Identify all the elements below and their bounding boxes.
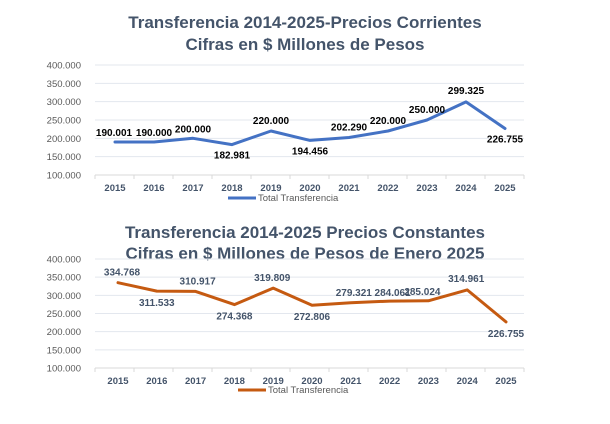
chart2-data-label: 311.533 — [139, 298, 175, 309]
chart1-x-tick-label: 2022 — [377, 183, 398, 194]
chart2-y-tick-label: 400.000 — [47, 255, 81, 266]
chart1-x-tick-label: 2019 — [260, 183, 281, 194]
chart2-x-tick-label: 2016 — [146, 376, 167, 387]
chart1-y-tick-label: 350.000 — [47, 79, 81, 90]
chart2-data-label: 310.917 — [180, 276, 217, 287]
chart2-y-tick-label: 150.000 — [47, 345, 81, 356]
chart2-x-tick-label: 2020 — [301, 376, 322, 387]
chart2-series-line — [116, 281, 508, 324]
chart2-data-label: 284.061 — [375, 288, 412, 299]
chart2-x-tick-label: 2024 — [457, 376, 479, 387]
chart1-data-label: 299.325 — [448, 86, 485, 97]
chart1-data-label: 190.000 — [136, 128, 173, 139]
chart1-data-label: 220.000 — [253, 116, 290, 127]
chart1-data-label: 220.000 — [370, 116, 407, 127]
chart2-x-tick-label: 2022 — [379, 376, 400, 387]
chart2-y-tick-label: 100.000 — [47, 364, 81, 375]
chart2-data-label: 274.368 — [216, 312, 253, 323]
chart2-x-tick-label: 2019 — [263, 376, 284, 387]
chart1-x-tick-label: 2015 — [104, 183, 126, 194]
chart2-y-tick-label: 300.000 — [47, 291, 81, 302]
chart1-x-tick-label: 2016 — [143, 183, 164, 194]
chart2-data-label: 319.809 — [254, 273, 291, 284]
chart2-x-tick-label: 2018 — [224, 376, 245, 387]
chart1-y-tick-label: 150.000 — [47, 152, 81, 163]
chart1-data-label: 250.000 — [409, 105, 446, 116]
chart1-x-tick-label: 2025 — [494, 183, 516, 194]
chart1-data-label: 200.000 — [175, 124, 212, 135]
chart2-data-label: 314.961 — [448, 274, 485, 285]
chart2-subtitle: Cifras en $ Millones de Pesos de Enero 2… — [125, 244, 485, 263]
chart2-data-label: 334.768 — [104, 268, 141, 279]
chart1-data-label: 202.290 — [331, 122, 368, 133]
chart1-y-tick-label: 200.000 — [47, 134, 81, 145]
chart2-x-tick-label: 2021 — [340, 376, 362, 387]
chart1-subtitle: Cifras en $ Millones de Pesos — [185, 35, 425, 54]
chart2-data-label: 279.321 — [336, 288, 373, 299]
chart1-y-tick-label: 400.000 — [47, 61, 81, 72]
chart2-x-tick-label: 2017 — [185, 376, 206, 387]
chart2-y-tick-label: 200.000 — [47, 327, 81, 338]
chart2-x-tick-label: 2015 — [107, 376, 129, 387]
chart1-x-tick-label: 2020 — [299, 183, 320, 194]
chart2-data-label: 285.024 — [404, 287, 441, 298]
chart1-x-tick-label: 2023 — [416, 183, 437, 194]
chart1-y-tick-label: 100.000 — [47, 171, 81, 182]
chart1-y-tick-label: 250.000 — [47, 116, 81, 127]
chart1-x-tick-label: 2017 — [182, 183, 203, 194]
chart2-title: Transferencia 2014-2025 Precios Constant… — [124, 223, 486, 242]
chart2-x-tick-label: 2025 — [495, 376, 517, 387]
chart1-data-label: 182.981 — [214, 151, 251, 162]
chart2-x-tick-label: 2023 — [418, 376, 439, 387]
chart1-title: Transferencia 2014-2025-Precios Corrient… — [128, 13, 482, 32]
chart1-y-tick-label: 300.000 — [47, 97, 81, 108]
chart2-data-label: 272.806 — [294, 312, 331, 323]
chart1-data-label: 194.456 — [292, 146, 329, 157]
chart1-series-line — [113, 100, 507, 147]
chart1-legend-label: Total Transferencia — [258, 193, 339, 204]
chart1-x-tick-label: 2024 — [455, 183, 477, 194]
chart2-y-tick-label: 250.000 — [47, 309, 81, 320]
chart2-data-label: 226.755 — [488, 329, 525, 340]
chart2-y-tick-label: 350.000 — [47, 273, 81, 284]
chart1-data-label: 226.755 — [487, 135, 524, 146]
chart1-x-tick-label: 2018 — [221, 183, 242, 194]
chart2-legend-label: Total Transferencia — [268, 385, 349, 396]
chart1-x-tick-label: 2021 — [338, 183, 360, 194]
chart1-data-label: 190.001 — [96, 128, 133, 139]
